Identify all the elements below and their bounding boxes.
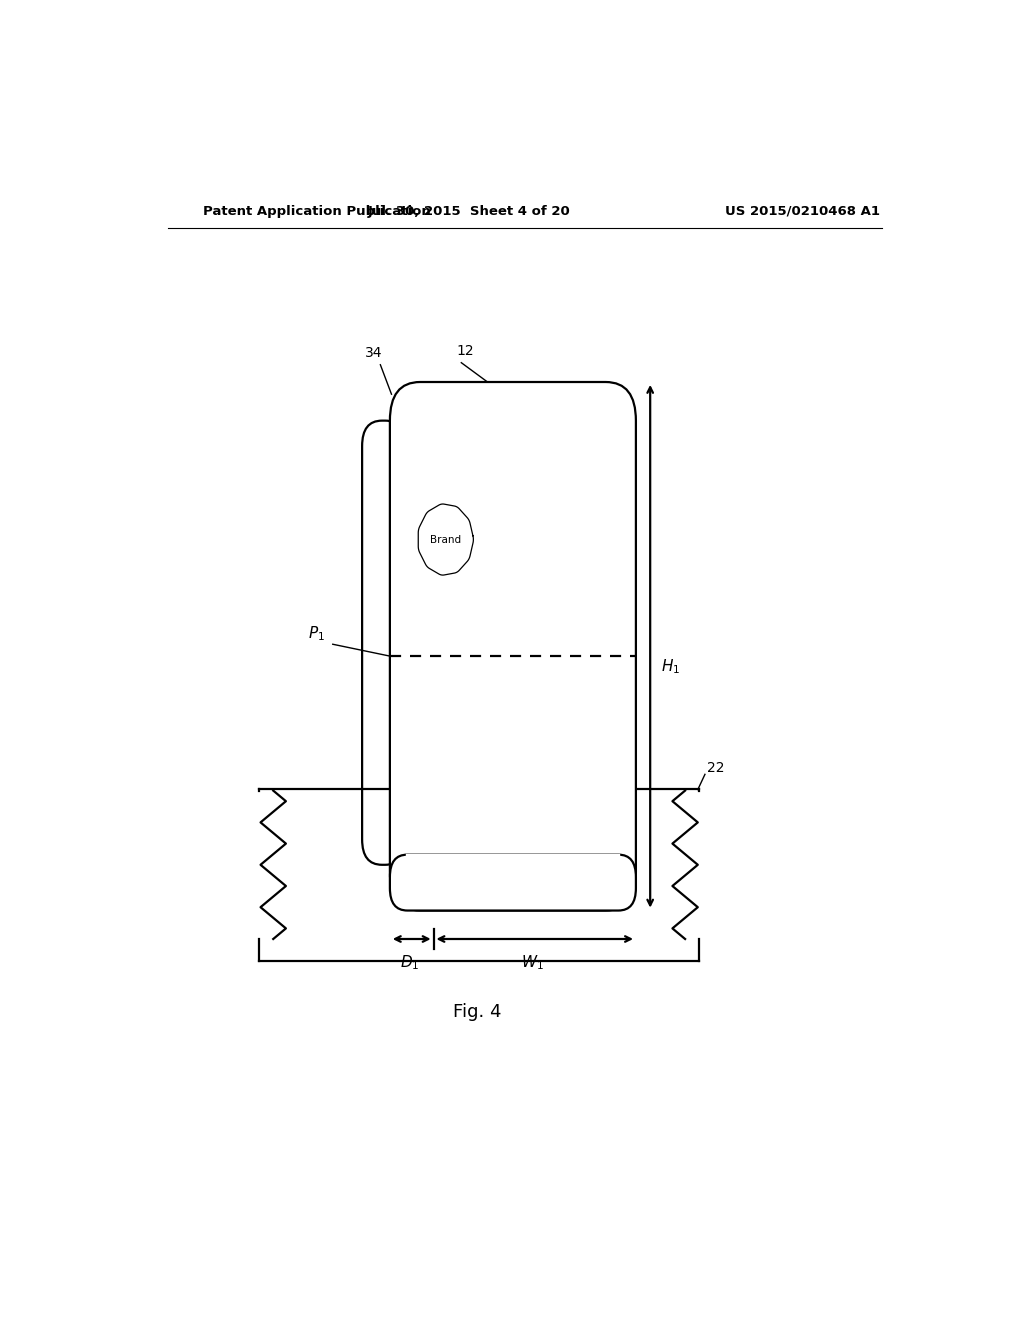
Text: $D_1$: $D_1$: [400, 953, 420, 972]
Text: $P_1$: $P_1$: [308, 624, 325, 643]
Text: $H_1$: $H_1$: [662, 657, 681, 676]
Text: Jul. 30, 2015  Sheet 4 of 20: Jul. 30, 2015 Sheet 4 of 20: [368, 205, 570, 218]
Text: 22: 22: [708, 762, 725, 775]
Text: Fig. 4: Fig. 4: [453, 1003, 502, 1022]
Text: US 2015/0210468 A1: US 2015/0210468 A1: [725, 205, 880, 218]
Text: 34: 34: [366, 346, 383, 359]
Text: Patent Application Publication: Patent Application Publication: [204, 205, 431, 218]
FancyBboxPatch shape: [390, 381, 636, 911]
Text: Brand: Brand: [430, 535, 461, 545]
Text: $W_1$: $W_1$: [521, 953, 544, 972]
FancyBboxPatch shape: [362, 421, 404, 865]
Polygon shape: [418, 504, 473, 576]
Text: 12: 12: [457, 343, 474, 358]
FancyBboxPatch shape: [390, 854, 636, 911]
